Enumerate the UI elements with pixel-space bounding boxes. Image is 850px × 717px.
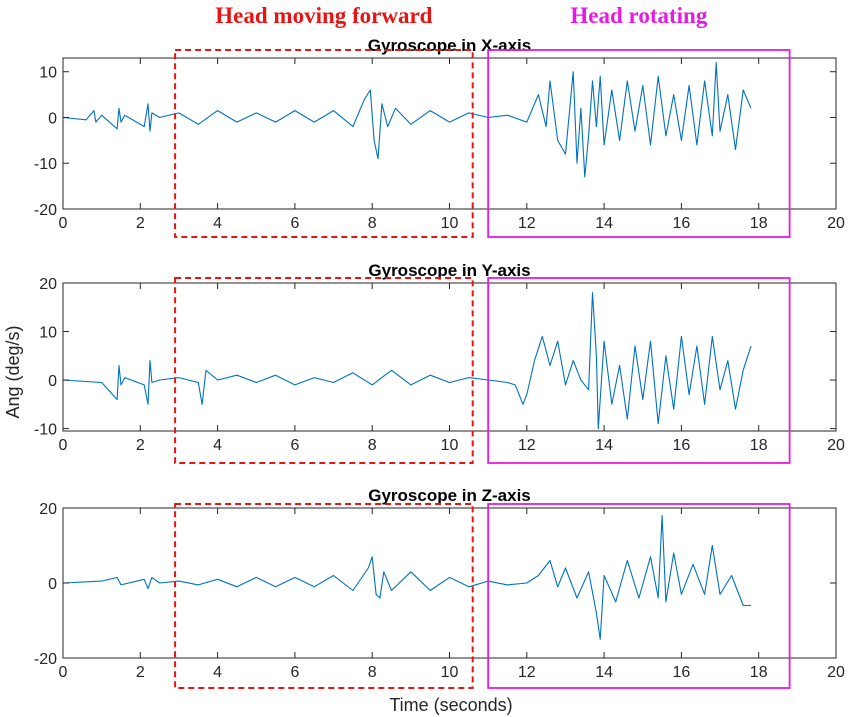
x-tick-label: 2 [136, 664, 145, 681]
subplot-title: Gyroscope in Z-axis [368, 486, 531, 505]
x-tick-label: 10 [441, 437, 459, 454]
x-tick-label: 18 [750, 664, 768, 681]
gyro-series-line [63, 292, 752, 430]
x-tick-label: 8 [368, 437, 377, 454]
y-tick-label: 0 [48, 110, 57, 127]
x-tick-label: 12 [518, 664, 536, 681]
x-tick-label: 6 [290, 215, 299, 232]
y-tick-label: -20 [34, 202, 57, 219]
x-tick-label: 2 [136, 437, 145, 454]
x-tick-label: 16 [673, 664, 691, 681]
gyro-series-line [63, 514, 751, 640]
x-tick-label: 0 [59, 437, 68, 454]
y-tick-label: 10 [39, 65, 57, 82]
x-tick-label: 4 [213, 437, 222, 454]
x-tick-label: 12 [518, 437, 536, 454]
annotation-label: Head rotating [570, 3, 707, 28]
x-tick-label: 6 [290, 664, 299, 681]
annotation-box [487, 49, 791, 238]
x-tick-label: 4 [213, 664, 222, 681]
axes-box [62, 282, 837, 432]
x-tick-label: 14 [595, 664, 613, 681]
x-tick-label: 14 [595, 215, 613, 232]
x-tick-label: 10 [441, 215, 459, 232]
x-tick-label: 20 [827, 664, 845, 681]
axes-box [62, 57, 837, 210]
annotation-box [174, 503, 474, 689]
x-tick-label: 10 [441, 664, 459, 681]
y-tick-label: 20 [39, 501, 57, 518]
x-tick-label: 16 [673, 215, 691, 232]
x-tick-label: 8 [368, 664, 377, 681]
x-axis-label: Time (seconds) [389, 695, 512, 715]
axes-box [62, 507, 837, 659]
annotation-box [174, 49, 474, 238]
x-tick-label: 18 [750, 215, 768, 232]
y-tick-label: 0 [48, 373, 57, 390]
y-tick-label: -10 [34, 156, 57, 173]
y-tick-label: 20 [39, 276, 57, 293]
x-tick-label: 18 [750, 437, 768, 454]
x-tick-label: 14 [595, 437, 613, 454]
y-tick-label: 0 [48, 576, 57, 593]
annotation-label: Head moving forward [215, 3, 432, 28]
annotation-box [487, 277, 791, 464]
x-tick-label: 6 [290, 437, 299, 454]
x-tick-label: 20 [827, 437, 845, 454]
x-tick-label: 4 [213, 215, 222, 232]
x-tick-label: 12 [518, 215, 536, 232]
y-tick-label: -10 [34, 422, 57, 439]
x-tick-label: 20 [827, 215, 845, 232]
x-tick-label: 16 [673, 437, 691, 454]
y-tick-label: -20 [34, 651, 57, 668]
annotation-box [487, 503, 791, 689]
subplot-title: Gyroscope in X-axis [368, 36, 531, 55]
subplot-2: Gyroscope in Y-axis 0 2 4 6 8 10 12 14 16 18 20 20 10… [34, 261, 845, 454]
x-tick-label: 0 [59, 215, 68, 232]
x-tick-label: 8 [368, 215, 377, 232]
gyro-series-line [63, 62, 752, 178]
x-tick-label: 0 [59, 664, 68, 681]
subplot-title: Gyroscope in Y-axis [368, 261, 530, 280]
y-tick-label: 10 [39, 325, 57, 342]
x-tick-label: 2 [136, 215, 145, 232]
annotation-box [174, 277, 474, 464]
y-axis-label: Ang (deg/s) [3, 325, 23, 418]
